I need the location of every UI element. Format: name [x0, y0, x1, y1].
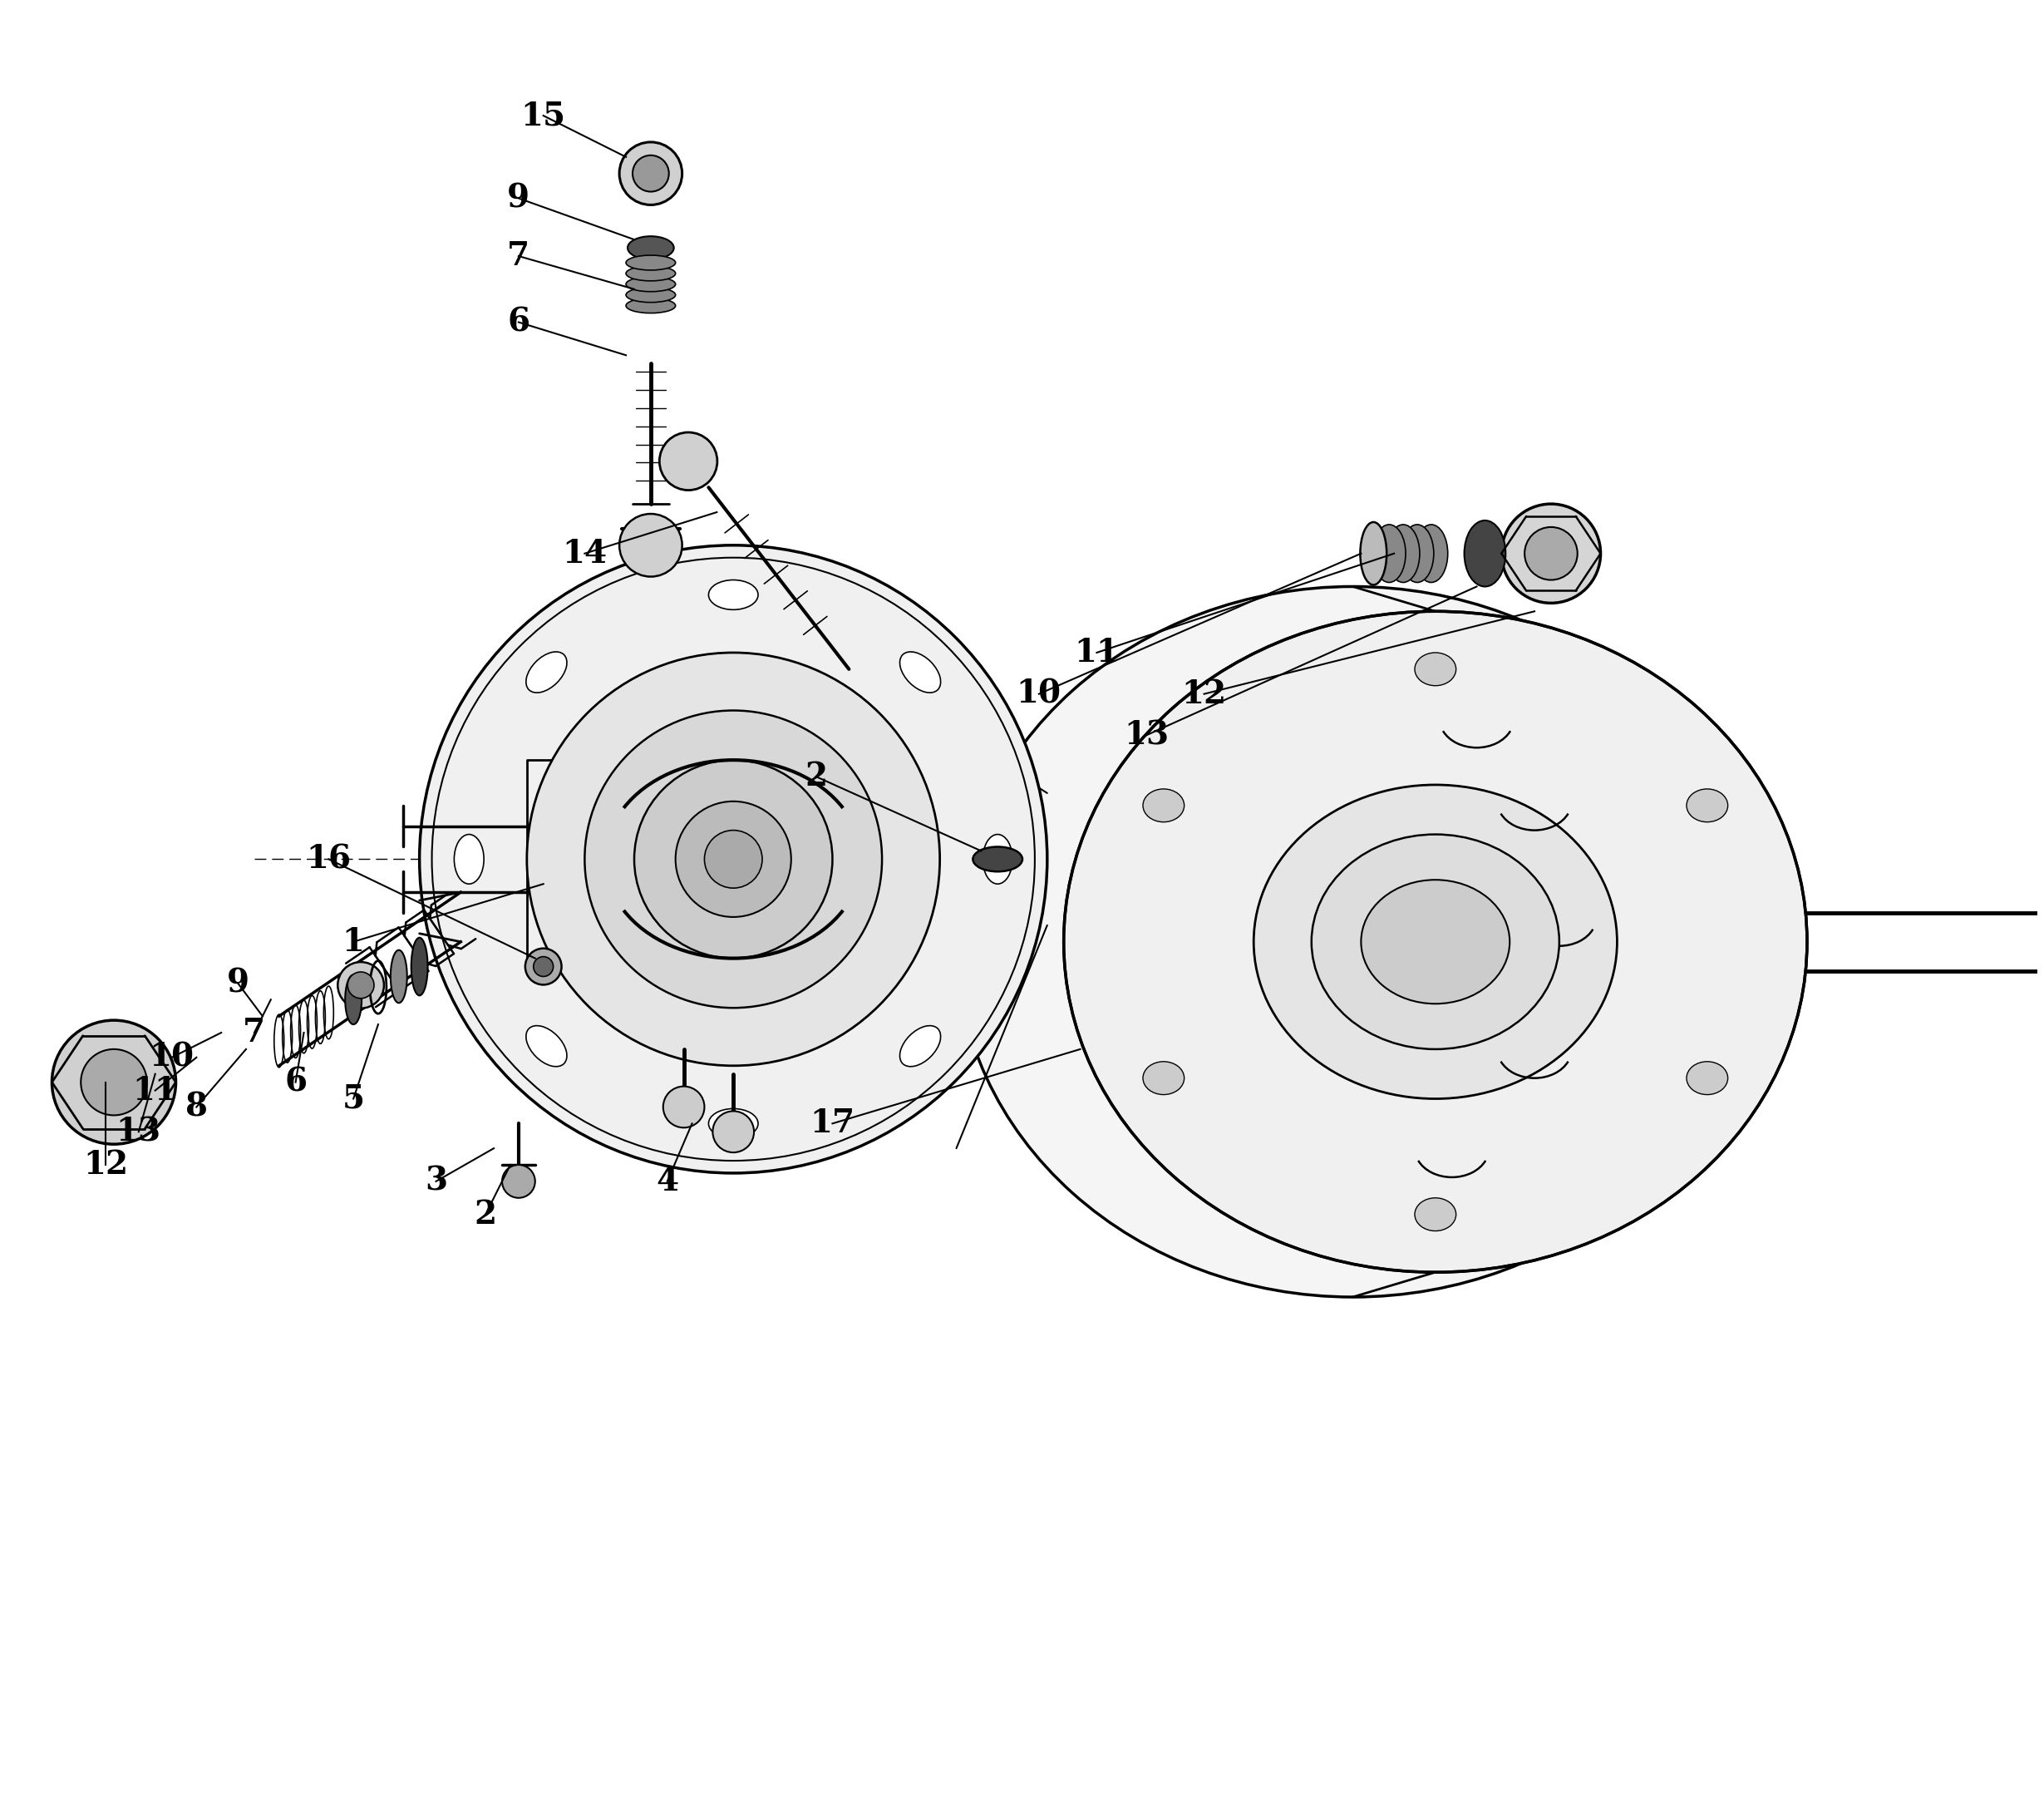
- Ellipse shape: [454, 835, 484, 884]
- Ellipse shape: [1253, 784, 1617, 1098]
- Ellipse shape: [525, 1025, 566, 1067]
- Ellipse shape: [1063, 612, 1807, 1272]
- Text: 12: 12: [84, 1149, 129, 1180]
- Ellipse shape: [1400, 525, 1433, 583]
- Circle shape: [51, 1020, 176, 1143]
- Circle shape: [619, 514, 683, 577]
- Circle shape: [1502, 505, 1600, 603]
- Ellipse shape: [709, 581, 758, 610]
- Text: 9: 9: [227, 967, 249, 998]
- Text: 10: 10: [149, 1042, 194, 1073]
- Circle shape: [713, 1111, 754, 1153]
- Ellipse shape: [1414, 653, 1455, 686]
- Text: 14: 14: [562, 537, 607, 570]
- Text: 5: 5: [341, 1084, 364, 1114]
- Text: 6: 6: [284, 1067, 307, 1098]
- Text: 8: 8: [186, 1091, 208, 1123]
- Ellipse shape: [625, 287, 675, 303]
- Ellipse shape: [1143, 790, 1183, 822]
- Text: 13: 13: [117, 1116, 161, 1147]
- Circle shape: [337, 962, 384, 1009]
- Circle shape: [675, 802, 791, 917]
- Circle shape: [705, 829, 762, 888]
- Ellipse shape: [628, 236, 675, 260]
- Ellipse shape: [983, 835, 1012, 884]
- Text: 3: 3: [425, 1165, 448, 1198]
- Circle shape: [82, 1049, 147, 1114]
- Ellipse shape: [899, 1025, 940, 1067]
- Text: 6: 6: [507, 307, 529, 338]
- Circle shape: [585, 710, 883, 1007]
- Text: 16: 16: [307, 844, 352, 875]
- Text: 12: 12: [1181, 679, 1226, 710]
- Ellipse shape: [390, 949, 407, 1004]
- Ellipse shape: [1386, 525, 1421, 583]
- Text: 7: 7: [507, 240, 529, 272]
- Ellipse shape: [625, 256, 675, 270]
- Polygon shape: [527, 760, 666, 958]
- Text: 1: 1: [341, 926, 364, 958]
- Circle shape: [1525, 526, 1578, 581]
- Text: 4: 4: [656, 1165, 679, 1198]
- Circle shape: [662, 1087, 705, 1127]
- Circle shape: [632, 156, 668, 192]
- Text: 10: 10: [1016, 679, 1061, 710]
- Ellipse shape: [411, 938, 427, 995]
- Circle shape: [619, 142, 683, 205]
- Circle shape: [660, 432, 717, 490]
- Ellipse shape: [625, 276, 675, 292]
- Ellipse shape: [957, 586, 1750, 1298]
- Ellipse shape: [1464, 521, 1506, 586]
- Ellipse shape: [899, 652, 940, 693]
- Text: 2: 2: [805, 760, 828, 793]
- Ellipse shape: [1143, 1062, 1183, 1094]
- Ellipse shape: [709, 1109, 758, 1138]
- Circle shape: [503, 1165, 536, 1198]
- Text: 7: 7: [243, 1016, 266, 1049]
- Text: 13: 13: [1124, 719, 1169, 751]
- Ellipse shape: [345, 975, 362, 1024]
- Ellipse shape: [973, 848, 1022, 871]
- Ellipse shape: [1312, 835, 1560, 1049]
- Circle shape: [533, 957, 554, 976]
- Text: 11: 11: [1075, 637, 1120, 668]
- Circle shape: [419, 544, 1047, 1172]
- Text: 9: 9: [507, 183, 529, 214]
- Text: 2: 2: [474, 1198, 497, 1231]
- Text: 15: 15: [521, 100, 566, 131]
- Ellipse shape: [1686, 1062, 1727, 1094]
- Ellipse shape: [625, 267, 675, 281]
- Ellipse shape: [1414, 525, 1447, 583]
- Ellipse shape: [625, 298, 675, 314]
- Ellipse shape: [1374, 525, 1406, 583]
- Circle shape: [347, 973, 374, 998]
- Circle shape: [525, 949, 562, 986]
- Ellipse shape: [1359, 523, 1386, 584]
- Ellipse shape: [1686, 790, 1727, 822]
- Text: 17: 17: [809, 1107, 854, 1140]
- Ellipse shape: [1414, 1198, 1455, 1231]
- Circle shape: [634, 760, 832, 958]
- Text: 11: 11: [133, 1074, 178, 1107]
- Circle shape: [527, 653, 940, 1065]
- Ellipse shape: [1361, 880, 1511, 1004]
- Ellipse shape: [525, 652, 566, 693]
